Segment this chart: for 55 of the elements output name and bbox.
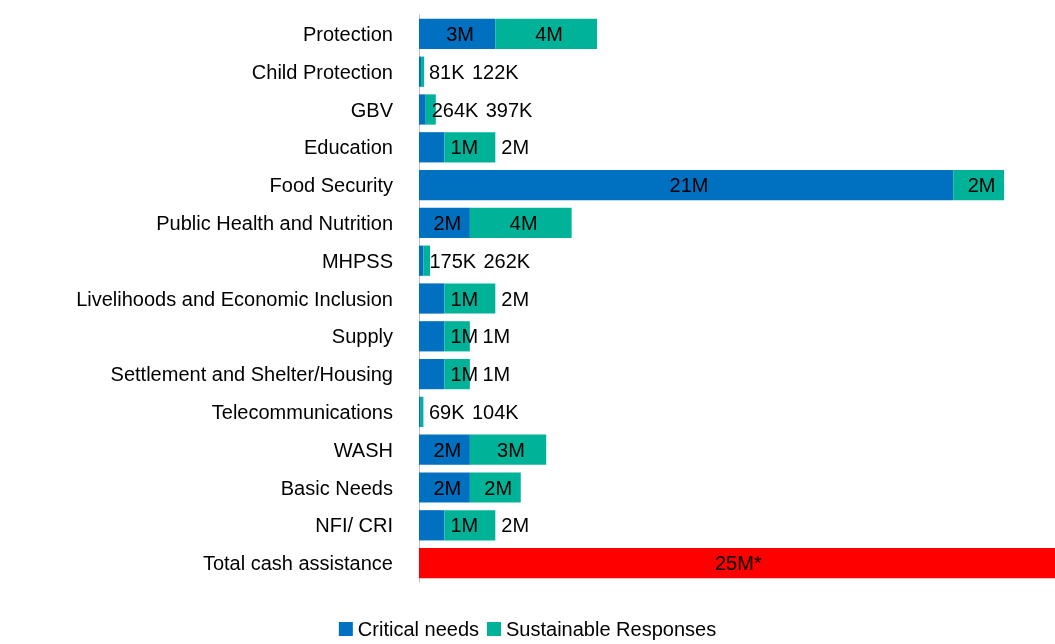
bar bbox=[423, 245, 431, 276]
data-label: 3M bbox=[497, 438, 525, 461]
data-label: 122K bbox=[472, 60, 520, 83]
data-label: 2M bbox=[501, 136, 530, 159]
data-label: 262K bbox=[483, 249, 531, 272]
y-tick-label: Supply bbox=[331, 325, 393, 348]
data-label: 1M bbox=[450, 287, 479, 310]
data-label: 397K bbox=[485, 98, 534, 121]
bar bbox=[419, 321, 445, 352]
legend-label: Critical needs bbox=[357, 618, 480, 640]
y-tick-label: Settlement and Shelter/Housing bbox=[110, 363, 393, 386]
data-label: 4M bbox=[509, 211, 538, 234]
bar bbox=[419, 94, 426, 125]
data-label: 69K bbox=[429, 400, 466, 423]
data-label: 21M bbox=[669, 174, 709, 197]
data-label: 2M bbox=[967, 174, 996, 197]
y-tick-label: Public Health and Nutrition bbox=[156, 211, 393, 234]
bar bbox=[444, 283, 496, 314]
data-label: 1M bbox=[482, 363, 511, 386]
y-tick-label: Education bbox=[304, 136, 393, 159]
data-label: 3M bbox=[446, 22, 474, 45]
bar bbox=[419, 547, 1055, 579]
y-tick-label: Protection bbox=[302, 22, 393, 45]
y-tick-label: WASH bbox=[333, 438, 393, 461]
data-label: 2M bbox=[433, 476, 462, 499]
bar bbox=[495, 18, 598, 50]
y-tick-label: Livelihoods and Economic Inclusion bbox=[76, 287, 393, 310]
bar bbox=[419, 132, 445, 163]
y-tick-label: Food Security bbox=[269, 174, 393, 197]
bar bbox=[419, 169, 954, 201]
y-tick-label: NFI/ CRI bbox=[315, 514, 393, 537]
y-tick-label: MHPSS bbox=[321, 249, 393, 272]
bar bbox=[419, 358, 445, 390]
data-label: 2M bbox=[433, 211, 462, 234]
data-label: 104K bbox=[472, 400, 520, 423]
data-label: 2M bbox=[501, 514, 530, 537]
data-label: 4M bbox=[535, 22, 563, 45]
y-tick-label: Basic Needs bbox=[280, 476, 393, 499]
data-label: 1M bbox=[482, 325, 511, 348]
y-tick-label: Telecommunications bbox=[211, 400, 393, 423]
data-label: 2M bbox=[484, 476, 513, 499]
data-label: 2M bbox=[433, 438, 462, 461]
data-label: 25M* bbox=[715, 552, 762, 575]
bar bbox=[469, 207, 572, 239]
data-label: 81K bbox=[429, 60, 466, 83]
data-label: 1M bbox=[450, 514, 479, 537]
data-label: 1M bbox=[450, 136, 479, 159]
data-label: 2M bbox=[501, 287, 530, 310]
y-tick-label: Child Protection bbox=[251, 60, 393, 83]
y-tick-label: Total cash assistance bbox=[202, 552, 393, 575]
bar bbox=[419, 510, 445, 541]
bar bbox=[419, 283, 445, 314]
y-tick-label: GBV bbox=[350, 98, 394, 121]
data-label: 175K bbox=[429, 249, 477, 272]
legend-label: Sustainable Responses bbox=[506, 618, 717, 640]
